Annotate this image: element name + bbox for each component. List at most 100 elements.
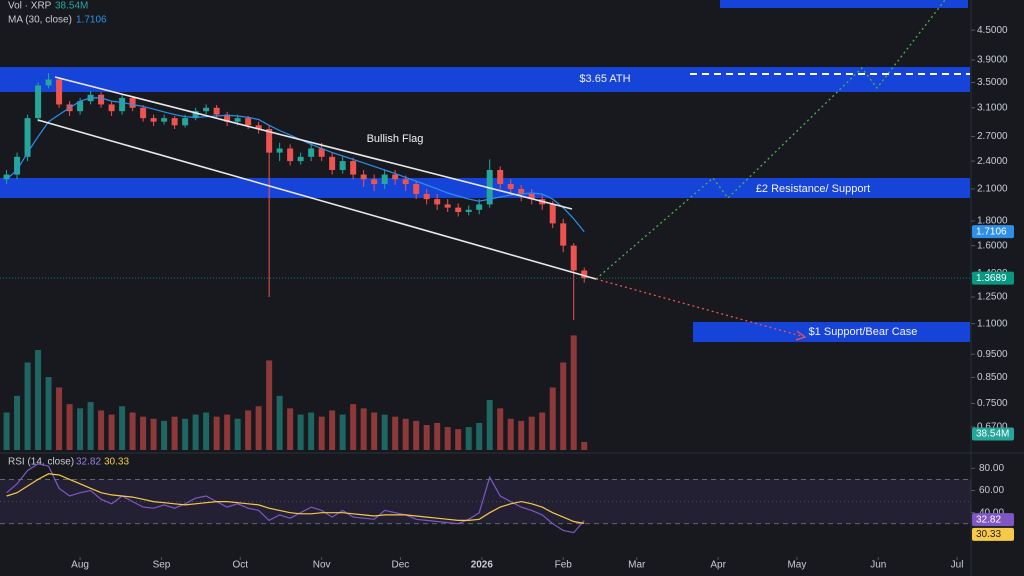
volume-bar	[129, 412, 136, 450]
volume-bar	[549, 387, 556, 450]
y-tick-label: 0.9500	[977, 349, 1008, 360]
rsi-ma-line	[6, 473, 585, 524]
candle-body	[318, 148, 325, 157]
ma-line	[6, 97, 585, 233]
legend-ma-value: 1.7106	[76, 15, 107, 26]
candle-body	[371, 179, 378, 185]
x-tick-label: Mar	[628, 560, 646, 571]
volume-bar	[444, 427, 451, 450]
channel-upper	[54, 76, 573, 210]
price-badge	[972, 527, 1014, 541]
volume-bar	[119, 406, 126, 450]
x-tick-label: Aug	[71, 560, 89, 571]
volume-bar	[308, 412, 315, 450]
volume-bar	[3, 412, 10, 450]
volume-bar	[161, 420, 168, 450]
y-tick-label: 0.6700	[977, 422, 1008, 433]
volume-bar	[56, 387, 63, 450]
y-tick-label: 0.8500	[977, 372, 1008, 383]
volume-bar	[66, 404, 73, 450]
volume-bar	[108, 414, 115, 450]
candle-body	[192, 111, 199, 119]
candle-body	[476, 204, 483, 210]
price-badge	[972, 427, 1014, 441]
volume-bar	[350, 404, 357, 450]
y-tick-label: 4.5000	[977, 25, 1008, 36]
x-tick-label: Jul	[951, 560, 964, 571]
y-tick-label: 3.9000	[977, 55, 1008, 66]
legend-vol-value: 38.54M	[55, 1, 88, 12]
x-tick-label: Feb	[555, 560, 573, 571]
candle-body	[224, 114, 231, 122]
x-tick-label: Jun	[870, 560, 886, 571]
volume-bar	[87, 402, 94, 450]
candle-body	[77, 101, 84, 112]
candle-body	[413, 184, 420, 194]
y-tick-label: 3.5000	[977, 77, 1008, 88]
x-tick-label: Nov	[313, 560, 331, 571]
candle-body	[171, 118, 178, 126]
legend-rsi-value: 32.82	[76, 457, 101, 468]
volume-bar	[192, 414, 199, 450]
volume-bar	[402, 418, 409, 450]
volume-bar	[560, 362, 567, 450]
candle-body	[56, 79, 63, 105]
volume-bar	[14, 395, 21, 450]
volume-bar	[413, 420, 420, 450]
annotation: $1 Support/Bear Case	[809, 326, 918, 338]
volume-bar	[465, 427, 472, 450]
candle-body	[570, 245, 577, 271]
candle-body	[560, 223, 567, 246]
price-badge-label: 1.7106	[976, 226, 1007, 237]
legend-vol-name: Vol · XRP	[8, 1, 52, 12]
candle-body	[287, 148, 294, 162]
candle-body	[161, 118, 168, 122]
rsi-y-tick-label: 40.00	[979, 507, 1004, 518]
volume-bar	[423, 425, 430, 450]
volume-bar	[224, 414, 231, 450]
candle-body	[182, 118, 189, 126]
volume-bar	[339, 414, 346, 450]
candle-body	[3, 174, 10, 180]
volume-bar	[371, 412, 378, 450]
legend-rsi-name: RSI (14, close)	[8, 457, 74, 468]
price-badge-label: 32.82	[976, 514, 1001, 525]
candle-body	[518, 188, 525, 194]
candle-body	[581, 270, 588, 279]
y-tick-label: 1.1000	[977, 318, 1008, 329]
candle-body	[434, 199, 441, 205]
y-tick-label: 2.4000	[977, 156, 1008, 167]
candle-body	[24, 118, 31, 157]
volume-bar	[287, 408, 294, 450]
candle-body	[465, 209, 472, 213]
price-badge-label: 30.33	[976, 529, 1001, 540]
volume-bar	[182, 418, 189, 450]
volume-bar	[455, 429, 462, 450]
volume-bar	[381, 414, 388, 450]
volume-bar	[213, 416, 220, 450]
rsi-y-tick-label: 60.00	[979, 485, 1004, 496]
y-tick-label: 2.1000	[977, 184, 1008, 195]
candle-body	[297, 156, 304, 162]
volume-bar	[318, 416, 325, 450]
candle-body	[444, 204, 451, 208]
annotation: £2 Resistance/ Support	[756, 183, 870, 195]
candle-body	[350, 161, 357, 175]
volume-bar	[35, 350, 42, 450]
candle-body	[45, 79, 52, 86]
volume-bar	[203, 412, 210, 450]
y-tick-label: 1.2500	[977, 292, 1008, 303]
zone	[720, 0, 968, 8]
x-tick-label: Apr	[710, 560, 726, 571]
candle-body	[245, 118, 252, 126]
rsi-line	[6, 463, 585, 534]
candle-body	[455, 207, 462, 213]
volume-bar	[528, 416, 535, 450]
price-badge	[972, 513, 1014, 527]
price-badge-label: 1.3689	[976, 273, 1007, 284]
volume-bar	[255, 406, 262, 450]
price-badge-label: 38.54M	[976, 429, 1009, 440]
volume-bar	[276, 395, 283, 450]
candle-body	[360, 174, 367, 180]
